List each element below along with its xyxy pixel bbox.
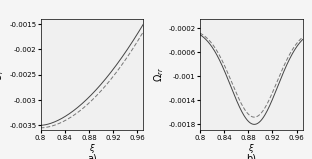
Y-axis label: $U_r$: $U_r$: [0, 69, 7, 81]
X-axis label: $\xi$: $\xi$: [248, 142, 255, 155]
Text: a): a): [87, 154, 97, 159]
X-axis label: $\xi$: $\xi$: [89, 142, 95, 155]
Text: b): b): [246, 154, 256, 159]
Y-axis label: $\Omega_{rr}$: $\Omega_{rr}$: [152, 67, 166, 83]
